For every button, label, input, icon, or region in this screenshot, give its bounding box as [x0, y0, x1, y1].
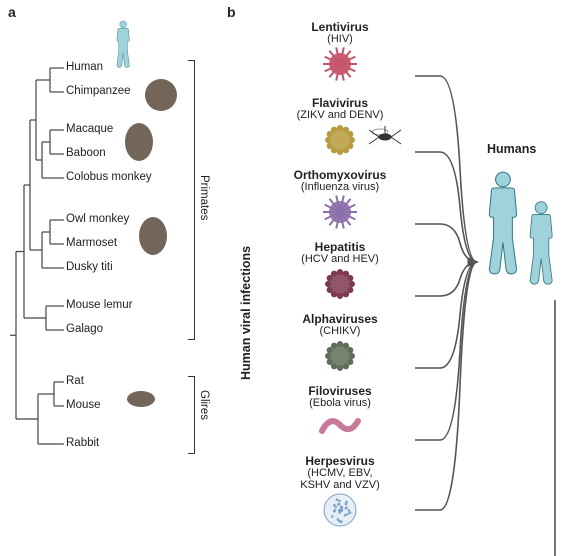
humans-label: Humans [487, 142, 536, 156]
species-chimpanzee: Chimpanzee [66, 85, 131, 97]
species-rabbit: Rabbit [66, 437, 99, 449]
mosquito-icon [365, 122, 405, 155]
virus-name: Orthomyxovirus [265, 168, 415, 182]
species-owl-monkey: Owl monkey [66, 213, 129, 225]
virus-name: Hepatitis [265, 240, 415, 254]
virus-orthomyxovirus: Orthomyxovirus(Influenza virus) [265, 168, 415, 232]
virus-lentivirus: Lentivirus(HIV) [265, 20, 415, 84]
virus-sub: (ZIKV and DENV) [265, 109, 415, 121]
virus-herpesvirus: Herpesvirus(HCMV, EBV, KSHV and VZV) [265, 454, 415, 530]
owlmonkey-icon [138, 216, 168, 259]
species-colobus-monkey: Colobus monkey [66, 171, 152, 183]
human-figure-1 [483, 170, 523, 278]
panel-a: a Human Chimpanzee Macaque Baboon Colobus mo… [0, 0, 225, 556]
virus-name: Flavivirus [265, 96, 415, 110]
virus-filoviruses: Filoviruses(Ebola virus) [265, 384, 415, 440]
virus-sub: (HIV) [265, 33, 415, 45]
virus-name: Herpesvirus [265, 454, 415, 468]
virus-name: Filoviruses [265, 384, 415, 398]
virus-icon [265, 195, 415, 232]
human-figure-2 [525, 200, 557, 288]
virus-icon [265, 493, 415, 530]
virus-name: Lentivirus [265, 20, 415, 34]
virus-icon [265, 411, 415, 440]
virus-sub: (Ebola virus) [265, 397, 415, 409]
panel-b-label: b [227, 4, 236, 20]
virus-sub: (CHIKV) [265, 325, 415, 337]
virus-sub: (HCMV, EBV, KSHV and VZV) [265, 467, 415, 491]
phylo-tree-area: Human Chimpanzee Macaque Baboon Colobus monk… [6, 20, 221, 540]
bracket-primates [188, 60, 195, 340]
virus-icon [265, 267, 415, 304]
species-baboon: Baboon [66, 147, 106, 159]
virus-icon [265, 339, 415, 376]
human-silhouette-icon [114, 20, 132, 71]
virus-sub: (Influenza virus) [265, 181, 415, 193]
species-galago: Galago [66, 323, 103, 335]
side-label: Human viral infections [239, 160, 253, 380]
virus-flavivirus: Flavivirus(ZIKV and DENV) [265, 96, 415, 160]
mouse-icon [126, 390, 156, 411]
panel-b: b Human viral infections Lentivirus(HIV)… [225, 0, 566, 556]
group-label-primates: Primates [198, 175, 210, 220]
species-marmoset: Marmoset [66, 237, 117, 249]
bracket-glires [188, 376, 195, 454]
virus-icon [265, 47, 415, 84]
virus-name: Alphaviruses [265, 312, 415, 326]
species-dusky-titi: Dusky titi [66, 261, 113, 273]
species-mouse-lemur: Mouse lemur [66, 299, 132, 311]
virus-sub: (HCV and HEV) [265, 253, 415, 265]
virus-alphaviruses: Alphaviruses(CHIKV) [265, 312, 415, 376]
virus-hepatitis: Hepatitis(HCV and HEV) [265, 240, 415, 304]
group-label-glires: Glires [198, 390, 210, 420]
species-rat: Rat [66, 375, 84, 387]
macaque-icon [124, 122, 154, 165]
panel-a-label: a [8, 4, 16, 20]
species-human: Human [66, 61, 103, 73]
species-macaque: Macaque [66, 123, 113, 135]
chimp-icon [144, 78, 178, 115]
species-mouse: Mouse [66, 399, 101, 411]
